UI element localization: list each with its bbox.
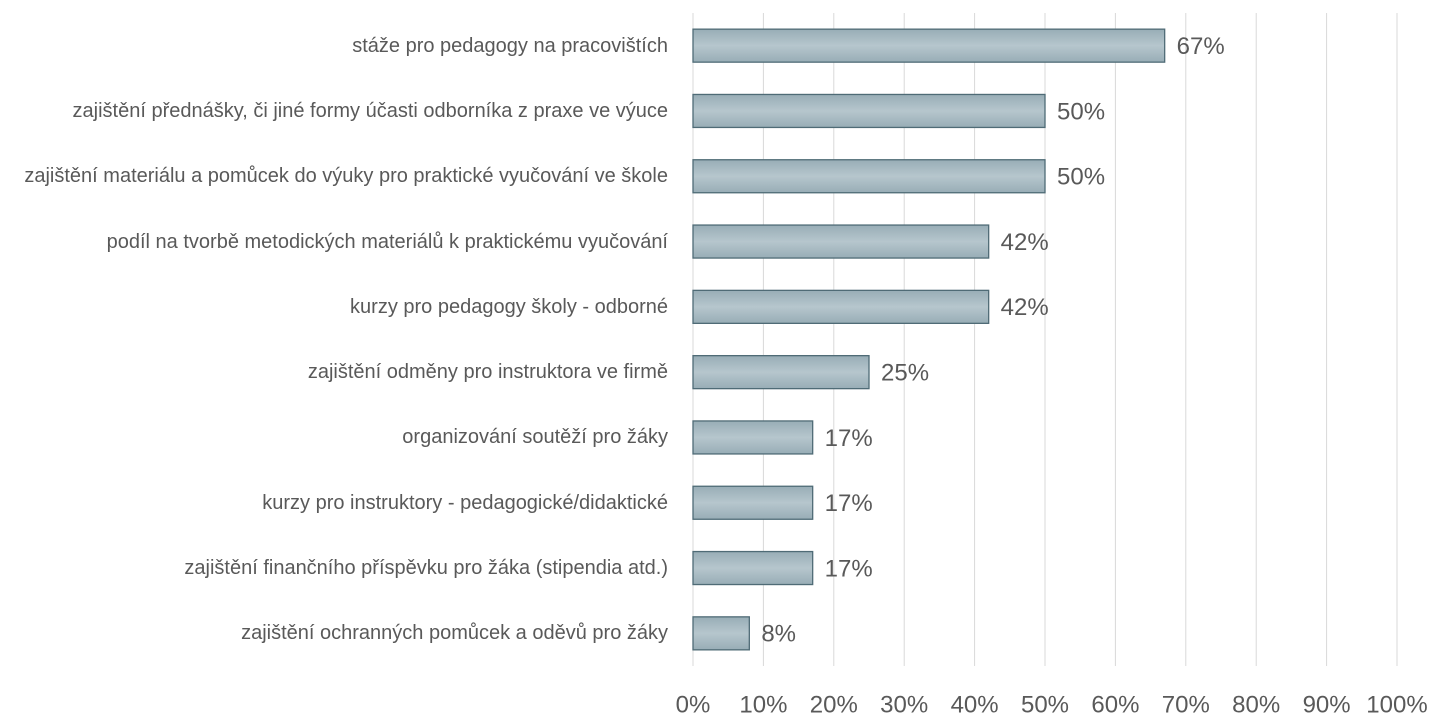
bar: [692, 420, 814, 455]
bar: [692, 289, 990, 325]
value-label: 50%: [1057, 164, 1105, 191]
category-label: organizování soutěží pro žáky: [402, 426, 668, 449]
x-tick-label: 20%: [810, 691, 858, 718]
value-label: 25%: [881, 359, 929, 386]
value-label: 50%: [1057, 98, 1105, 125]
category-label-box: zajištění finančního příspěvku pro žáka …: [0, 528, 668, 608]
x-tick-label: 90%: [1303, 691, 1351, 718]
category-label: zajištění finančního příspěvku pro žáka …: [184, 557, 668, 580]
value-label: 8%: [761, 621, 796, 648]
category-label: kurzy pro instruktory - pedagogické/dida…: [262, 491, 668, 514]
value-label: 67%: [1177, 33, 1225, 60]
value-label: 17%: [825, 555, 873, 582]
x-tick-label: 50%: [1021, 691, 1069, 718]
category-label: zajištění ochranných pomůcek a oděvů pro…: [241, 622, 668, 645]
category-label-box: podíl na tvorbě metodických materiálů k …: [0, 202, 668, 282]
category-label-box: kurzy pro pedagogy školy - odborné: [0, 267, 668, 347]
category-label-box: zajištění ochranných pomůcek a oděvů pro…: [0, 593, 668, 673]
x-tick-label: 40%: [951, 691, 999, 718]
category-label-box: stáže pro pedagogy na pracovištích: [0, 6, 668, 86]
x-tick-label: 0%: [676, 691, 711, 718]
value-label: 42%: [1001, 229, 1049, 256]
category-label: podíl na tvorbě metodických materiálů k …: [106, 230, 668, 253]
category-label: zajištění přednášky, či jiné formy účast…: [72, 99, 668, 122]
bar: [692, 616, 750, 651]
x-tick-label: 100%: [1366, 691, 1427, 718]
category-label: kurzy pro pedagogy školy - odborné: [350, 295, 668, 318]
x-tick-label: 10%: [739, 691, 787, 718]
category-label-box: zajištění materiálu a pomůcek do výuky p…: [0, 136, 668, 216]
category-label: zajištění materiálu a pomůcek do výuky p…: [24, 165, 668, 188]
bar: [692, 93, 1046, 129]
category-label: stáže pro pedagogy na pracovištích: [352, 34, 668, 57]
value-label: 42%: [1001, 294, 1049, 321]
x-tick-label: 30%: [880, 691, 928, 718]
x-tick-label: 80%: [1232, 691, 1280, 718]
bar: [692, 159, 1046, 194]
bar: [692, 354, 870, 390]
value-label: 17%: [825, 490, 873, 517]
category-label: zajištění odměny pro instruktora ve firm…: [307, 361, 668, 384]
bar: [692, 550, 814, 586]
category-label-box: zajištění odměny pro instruktora ve firm…: [0, 332, 668, 412]
category-label-box: organizování soutěží pro žáky: [0, 397, 668, 477]
x-tick-label: 60%: [1091, 691, 1139, 718]
bar: [692, 485, 814, 520]
bar: [692, 28, 1166, 63]
x-tick-label: 70%: [1162, 691, 1210, 718]
bar: [692, 224, 990, 259]
category-label-box: zajištění přednášky, či jiné formy účast…: [0, 71, 668, 151]
value-label: 17%: [825, 425, 873, 452]
category-label-box: kurzy pro instruktory - pedagogické/dida…: [0, 463, 668, 543]
